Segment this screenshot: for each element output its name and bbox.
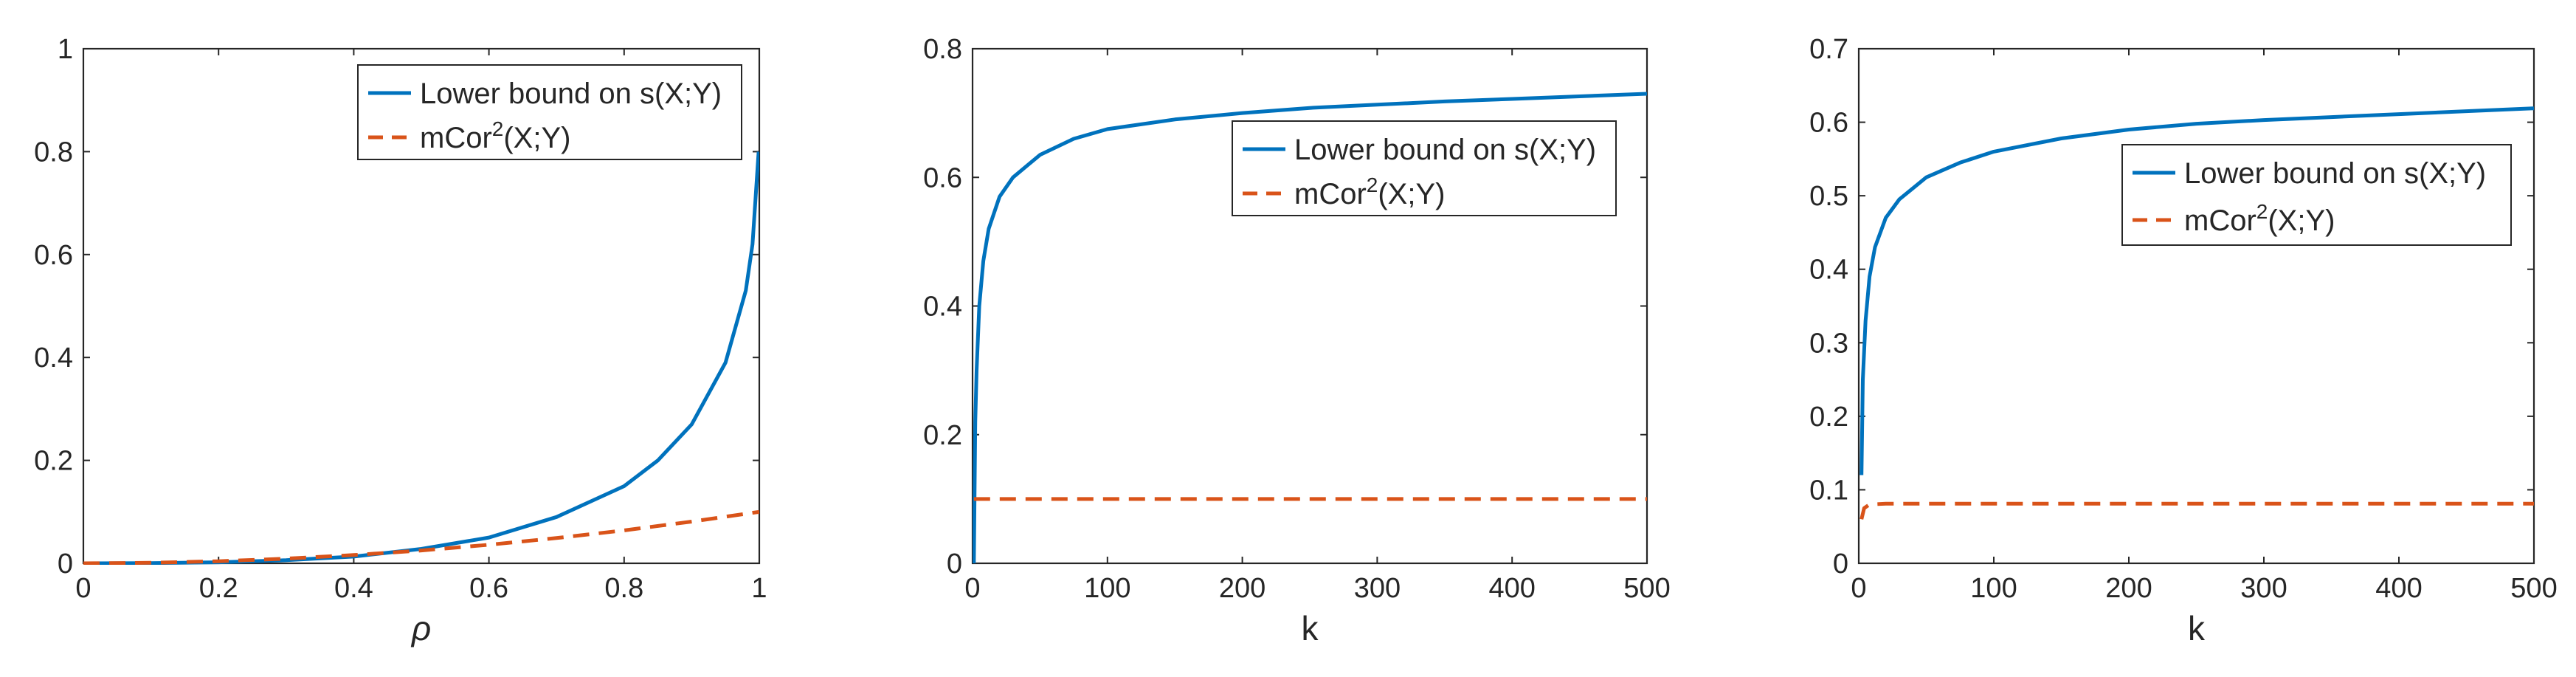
legend-entry: mCor2(X;Y) [420,117,570,154]
x-axis-label: ρ [410,609,431,647]
x-tick-label: 400 [2375,573,2422,604]
legend-entry: Lower bound on s(X;Y) [1294,134,1596,166]
y-tick-label: 0.4 [1809,255,1848,286]
x-tick-label: 0.8 [604,573,643,604]
x-tick-label: 300 [1354,573,1401,604]
y-tick-label: 0 [1833,549,1848,580]
axes-box-3 [1857,47,2535,565]
axes-box-1 [82,47,761,565]
legend-entry: mCor2(X;Y) [2184,200,2335,237]
x-tick-label: 0.2 [199,573,238,604]
x-tick-label: 100 [1084,573,1130,604]
x-tick-label: 0 [1851,573,1866,604]
x-tick-label: 400 [1488,573,1535,604]
x-tick-label: 100 [1970,573,2017,604]
x-tick-label: 0 [964,573,980,604]
legend: Lower bound on s(X;Y) mCor2(X;Y) [1232,120,1617,216]
y-tick-label: 1 [58,34,73,65]
y-tick-label: 0.6 [34,240,73,271]
y-tick-label: 0.2 [923,420,962,451]
legend-box [1232,120,1617,216]
x-tick-label: 0 [75,573,91,604]
series-line-mcor2 [1860,501,2534,520]
series-line-lower-bound [973,92,1647,564]
legend-entry: Lower bound on s(X;Y) [420,78,722,110]
y-tick-label: 0.6 [923,162,962,193]
y-tick-label: 0 [58,549,73,580]
y-tick-label: 0.1 [1809,475,1848,506]
legend: Lower bound on s(X;Y) mCor2(X;Y) [2121,144,2512,246]
x-tick-label: 500 [1623,573,1670,604]
x-tick-label: 300 [2240,573,2287,604]
legend-box [357,64,742,160]
y-tick-label: 0.8 [923,34,962,65]
y-tick-label: 0.2 [1809,402,1848,433]
x-axis-label: k [1302,609,1319,647]
series-line-lower-bound [1860,106,2534,475]
legend-box [2121,144,2512,246]
x-tick-label: 500 [2510,573,2557,604]
y-tick-label: 0.3 [1809,328,1848,359]
y-tick-label: 0.4 [34,343,73,374]
series-line-mcor2 [83,509,759,565]
chart-panel-3: 0 100 200 300 400 500 0 0.1 0.2 0.3 0.4 0.5 0.6 0.7 k L… [1809,34,2558,647]
y-tick-label: 0.4 [923,292,962,323]
y-tick-label: 0.7 [1809,34,1848,65]
y-tick-label: 0.8 [34,137,73,168]
chart-panel-2: 0 100 200 300 400 500 0 0.2 0.4 0.6 0.8 k Lower boun… [923,34,1671,647]
x-tick-label: 200 [1219,573,1265,604]
series-line-lower-bound [83,151,759,565]
y-tick-label: 0 [947,549,962,580]
legend-entry: Lower bound on s(X;Y) [2184,157,2486,190]
x-tick-label: 0.6 [469,573,508,604]
chart-panel-1: 0 0.2 0.4 0.6 0.8 1 0 0.2 0.4 0.6 0.8 1 ρ Lower bound… [34,34,767,647]
y-tick-label: 0.6 [1809,108,1848,139]
y-tick-label: 0.2 [34,446,73,477]
x-tick-label: 0.4 [334,573,373,604]
x-axis-label: k [2188,609,2206,647]
x-tick-label: 200 [2105,573,2152,604]
x-tick-label: 1 [751,573,767,604]
legend-entry: mCor2(X;Y) [1294,173,1445,210]
y-tick-label: 0.5 [1809,181,1848,212]
legend: Lower bound on s(X;Y) mCor2(X;Y) [357,64,742,160]
